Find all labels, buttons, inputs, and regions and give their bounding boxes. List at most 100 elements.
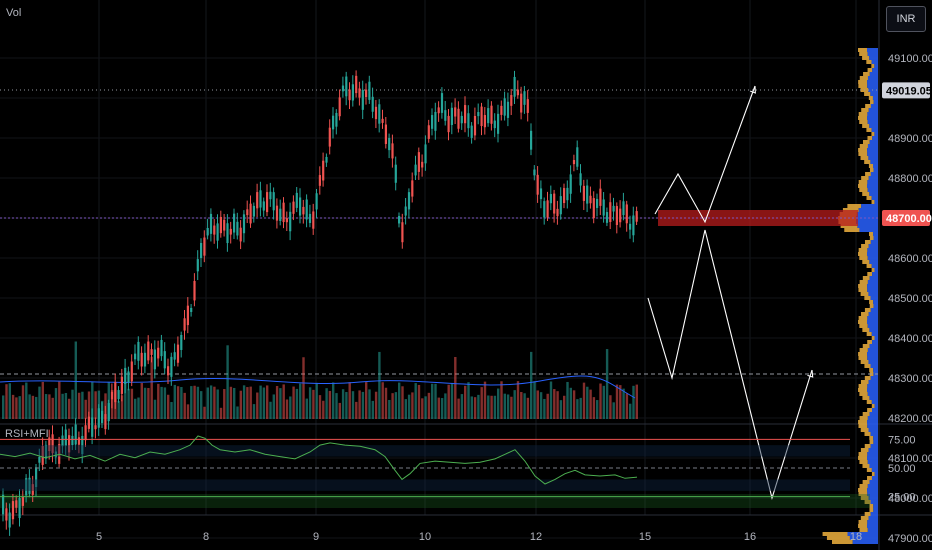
candle-body xyxy=(180,334,183,350)
volume-bar xyxy=(124,382,127,419)
profile-bar-buy xyxy=(869,480,878,484)
profile-bar-buy xyxy=(872,96,878,100)
profile-bar-buy xyxy=(867,76,878,80)
price-axis[interactable]: 49100.00 48900.00 48800.00 48600.00 48500.00… xyxy=(882,53,932,545)
volume-bar xyxy=(510,396,513,419)
profile-bar-sell xyxy=(859,484,868,488)
profile-bar-sell xyxy=(867,476,872,480)
volume-bar xyxy=(252,404,256,419)
profile-bar-sell xyxy=(860,360,869,364)
profile-bar-sell xyxy=(862,140,870,144)
profile-bar-buy xyxy=(868,448,878,452)
time-tick-label: 10 xyxy=(419,531,431,543)
candlesticks[interactable] xyxy=(2,70,638,536)
volume-bar xyxy=(450,382,454,419)
volume-bar xyxy=(401,386,404,419)
profile-bar-buy xyxy=(871,332,878,336)
profile-bar-buy xyxy=(868,516,878,520)
last-price-marker xyxy=(882,210,930,226)
candle-body xyxy=(84,425,87,441)
candle-body xyxy=(355,75,358,94)
volume-bar xyxy=(543,398,546,419)
profile-bar-buy xyxy=(867,388,878,392)
profile-bar-sell xyxy=(861,312,869,316)
profile-bar-buy xyxy=(872,136,878,140)
candle-body xyxy=(200,242,203,259)
candle-body xyxy=(272,192,275,211)
profile-bar-sell xyxy=(858,520,868,524)
profile-bar-sell xyxy=(858,80,868,84)
candle-body xyxy=(586,185,589,204)
candle-body xyxy=(457,108,460,129)
volume-bar xyxy=(576,399,579,419)
profile-bar-buy xyxy=(869,464,878,468)
profile-bar-sell xyxy=(861,176,869,180)
candle-body xyxy=(140,352,143,367)
profile-bar-buy xyxy=(867,120,878,124)
profile-bar-buy xyxy=(874,64,878,68)
profile-bar-buy xyxy=(874,200,878,204)
profile-bar-buy xyxy=(873,168,878,172)
volume-bar xyxy=(305,398,308,419)
candle-body xyxy=(275,205,279,221)
profile-bar-sell xyxy=(859,76,868,80)
candle-body xyxy=(183,318,186,331)
profile-bar-sell xyxy=(859,188,868,192)
volume-bar xyxy=(256,392,259,419)
price-tick-label: 48800.00 xyxy=(888,173,932,185)
profile-bar-sell xyxy=(869,504,874,508)
profile-bar-buy xyxy=(867,352,878,356)
candle-body xyxy=(312,211,315,229)
candle-body xyxy=(107,403,110,422)
candle-body xyxy=(493,120,496,129)
profile-bar-buy xyxy=(867,112,878,116)
candle-body xyxy=(332,115,335,130)
candle-body xyxy=(516,89,519,96)
profile-bar-buy xyxy=(873,436,878,440)
candle-body xyxy=(619,208,622,223)
profile-bar-buy xyxy=(872,340,878,344)
candle-body xyxy=(341,85,345,92)
profile-bar-sell xyxy=(859,348,868,352)
profile-bar-sell xyxy=(863,72,870,76)
volume-bar xyxy=(21,385,25,419)
volume-bar xyxy=(566,381,569,419)
profile-bar-buy xyxy=(856,212,878,216)
profile-bar-sell xyxy=(871,472,875,476)
candle-body xyxy=(579,173,582,186)
profile-bar-sell xyxy=(869,236,874,240)
profile-bar-buy xyxy=(873,304,878,308)
profile-bar-buy xyxy=(873,508,878,512)
profile-bar-sell xyxy=(864,308,871,312)
volume-bar xyxy=(421,398,424,419)
profile-bar-sell xyxy=(858,424,868,428)
volume-bar xyxy=(266,385,269,419)
volume-bar xyxy=(249,386,252,419)
volume-bar xyxy=(216,389,219,419)
profile-bar-buy xyxy=(869,56,878,60)
profile-bar-sell xyxy=(861,244,869,248)
volume-bar xyxy=(602,385,605,419)
time-axis[interactable]: 5 8 9 10 12 15 16 18 xyxy=(96,531,862,543)
volume-bar xyxy=(239,390,242,419)
volume-bar xyxy=(229,386,233,419)
rsi-overbought-band xyxy=(0,445,850,457)
volume-bar xyxy=(272,394,275,419)
volume-bar xyxy=(117,400,120,419)
volume-bar xyxy=(312,389,315,419)
volume-bar xyxy=(25,382,28,419)
profile-bar-buy xyxy=(849,536,878,540)
candle-body xyxy=(120,376,123,394)
volume-bar xyxy=(549,381,553,419)
profile-bar-sell xyxy=(864,160,871,164)
candle-body xyxy=(589,195,592,204)
candle-body xyxy=(259,190,262,208)
candle-body xyxy=(167,366,170,376)
projection-line xyxy=(647,229,813,501)
candle-body xyxy=(549,194,552,204)
volume-bar xyxy=(200,391,203,419)
currency-button[interactable]: INR xyxy=(886,6,926,32)
candle-body xyxy=(134,353,137,360)
profile-bar-buy xyxy=(872,408,878,412)
